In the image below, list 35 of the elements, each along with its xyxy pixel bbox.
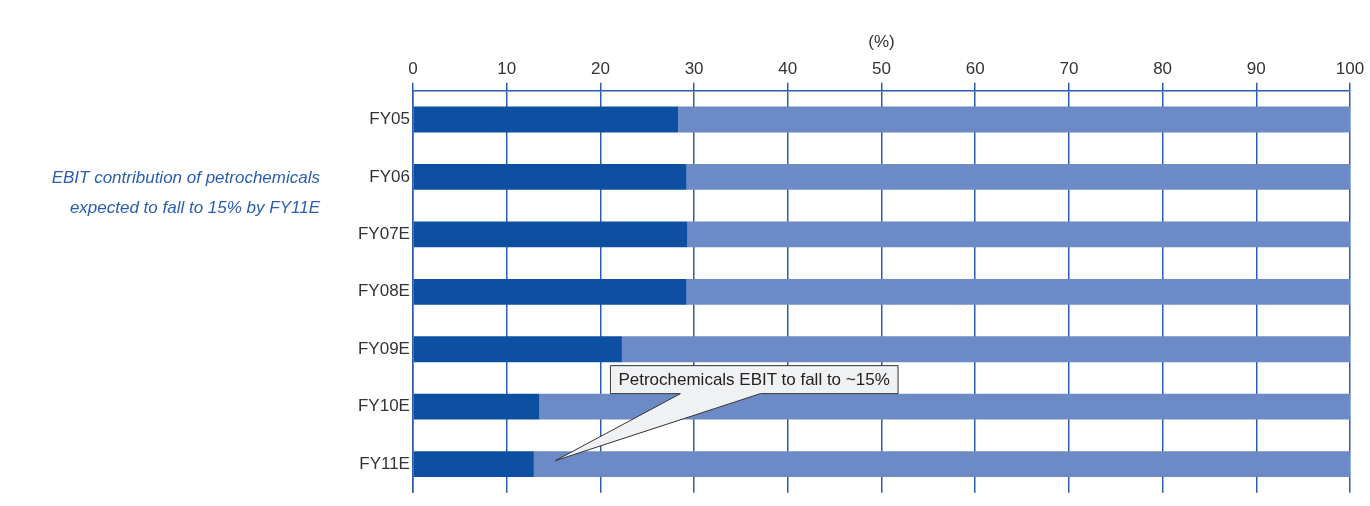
x-tick-label: 10: [497, 59, 517, 79]
bar: [533, 451, 1350, 478]
text: EBIT contribution of petrochemicals expected to fall to 15% by FY11E: [51, 167, 321, 217]
bar: [413, 393, 540, 420]
y-tick-label: FY05: [369, 109, 410, 129]
y-tick-label: FY08E: [357, 281, 410, 301]
y-tick-label: FY10E: [357, 396, 410, 416]
x-tick-label: 90: [1246, 59, 1266, 79]
x-tick-label: 40: [778, 59, 798, 79]
y-tick-label: FY09E: [357, 338, 410, 358]
x-tick-label: 30: [684, 59, 704, 79]
y-tick-label: FY07E: [357, 224, 410, 244]
bar: [413, 451, 534, 478]
bar: [687, 221, 1350, 248]
x-tick-label: 20: [590, 59, 610, 79]
x-tick-label: 60: [965, 59, 985, 79]
bar: [413, 278, 687, 305]
x-tick-label: 0: [408, 59, 418, 79]
y-tick-label: FY11E: [359, 453, 410, 473]
bar: [686, 164, 1350, 190]
bar: [413, 221, 688, 248]
x-tick-label: 50: [872, 59, 891, 79]
annotation: Petrochemicals EBIT to fall to ~15%: [618, 370, 890, 390]
bar: [413, 164, 687, 190]
x-tick-label: 100: [1335, 59, 1365, 79]
bar: [678, 106, 1350, 133]
bar: [686, 278, 1350, 305]
bar: [413, 106, 679, 133]
x-tick-label: 70: [1059, 59, 1079, 79]
bar: [621, 336, 1350, 363]
bar: [413, 336, 622, 363]
x-tick-label: 80: [1153, 59, 1173, 79]
bar: [539, 393, 1350, 420]
y-tick-label: FY06: [369, 166, 410, 186]
x-axis-title: (%): [868, 31, 895, 51]
